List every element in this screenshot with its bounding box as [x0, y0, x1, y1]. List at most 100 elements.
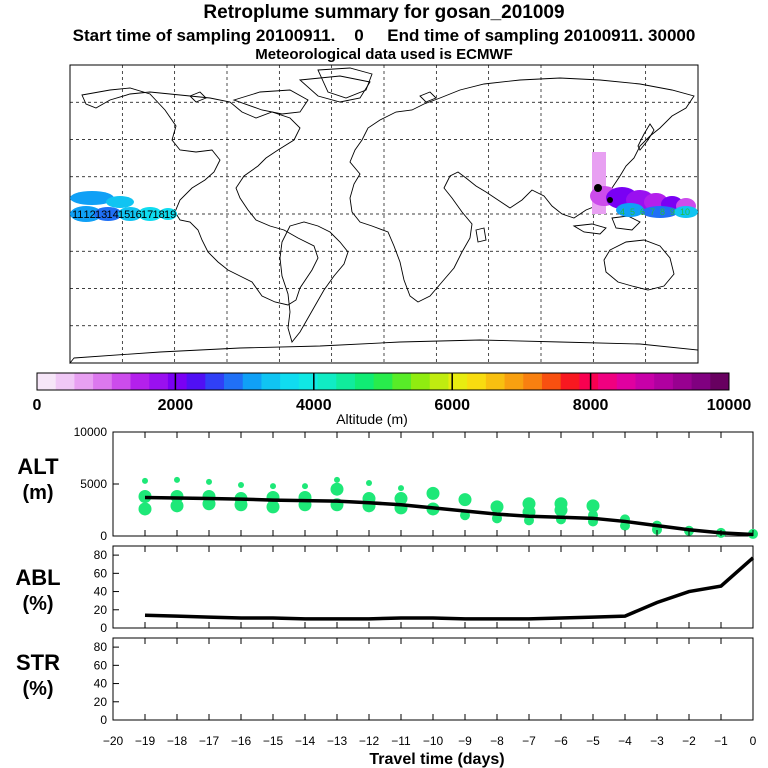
str-label: STR	[16, 650, 60, 675]
colorbar-swatch	[710, 373, 730, 390]
y-tick-label: 5000	[80, 477, 107, 491]
abl-y-ticks: 0 20 40 60 80	[94, 548, 119, 635]
plume-day-label: 10	[680, 207, 690, 217]
plume-marker	[642, 206, 678, 218]
colorbar-swatch	[111, 373, 131, 390]
colorbar-swatch	[691, 373, 711, 390]
y-tick-label: 80	[94, 548, 108, 562]
colorbar-swatch	[467, 373, 487, 390]
plume-marker	[159, 208, 177, 220]
colorbar-swatch	[93, 373, 113, 390]
colorbar-swatch	[37, 373, 57, 390]
x-tick-label: −8	[490, 734, 504, 748]
colorbar-swatch	[392, 373, 412, 390]
colorbar-swatch	[560, 373, 580, 390]
x-tick-label: −2	[682, 734, 696, 748]
plume-day-label: 12	[84, 209, 96, 221]
plume-day-label: 14	[107, 209, 119, 221]
world-map-panel: 4 5 6 7 8 9 10 11 12 13 14 15 16 17 18 19	[69, 64, 699, 364]
alt-mean-line	[144, 495, 754, 537]
x-tick-label: −10	[423, 734, 444, 748]
met-data-note: Meteorological data used is ECMWF	[255, 46, 513, 63]
colorbar-tick-labels: 0 2000 4000 6000 8000 10000	[33, 373, 752, 414]
colorbar-swatch	[504, 373, 524, 390]
colorbar-swatch	[354, 373, 375, 390]
abl-label: ABL	[15, 565, 60, 590]
colorbar-tick-label: 0	[33, 397, 42, 414]
abl-unit: (%)	[22, 593, 53, 615]
plume-marker	[106, 196, 134, 208]
alt-y-ticks: 0 5000 10000	[74, 425, 119, 543]
colorbar-swatch	[616, 373, 636, 390]
alt-cluster-point	[330, 482, 344, 496]
x-tick-label: −16	[231, 734, 252, 748]
colorbar-tick-label: 4000	[296, 397, 332, 414]
travel-time-x-ticks: −20 −19 −18 −17 −16 −15 −14 −13 −12 −11 −10 −9 −8 −7−…	[103, 432, 757, 748]
str-panel-frame	[112, 637, 754, 721]
plume-day-label: 5	[630, 207, 635, 217]
colorbar-swatch	[74, 373, 94, 390]
y-tick-label: 0	[100, 713, 107, 727]
plume-day-label: 13	[95, 209, 107, 221]
alt-cluster-point	[398, 485, 404, 492]
colorbar-tick-label: 10000	[707, 397, 752, 414]
colorbar-swatch	[149, 373, 169, 390]
colorbar-swatch	[55, 373, 75, 390]
alt-cluster-point	[266, 500, 280, 514]
colorbar-tick-label: 6000	[434, 397, 470, 414]
plume-day-label: 18	[153, 209, 165, 221]
colorbar-swatch	[186, 373, 206, 390]
alt-cluster-point	[170, 499, 184, 513]
colorbar-swatch	[373, 373, 393, 390]
alt-cluster-point	[458, 493, 472, 507]
colorbar-swatch	[224, 373, 244, 390]
x-tick-label: −7	[522, 734, 536, 748]
y-tick-label: 40	[94, 677, 108, 691]
plume-marker	[70, 191, 114, 205]
x-tick-label: −14	[295, 734, 316, 748]
colorbar-swatch	[317, 373, 337, 390]
plume-day-label: 11	[72, 209, 83, 221]
plume-marker	[607, 197, 613, 203]
y-tick-label: 40	[94, 585, 108, 599]
str-y-ticks: 0 20 40 60 80	[94, 640, 119, 727]
plume-day-label: 17	[141, 209, 153, 221]
alt-cluster-point	[234, 498, 248, 512]
plume-markers-west: 11 12 13 14 15 16 17 18 19	[70, 191, 177, 222]
x-tick-label: 0	[750, 734, 757, 748]
x-tick-label: −11	[391, 734, 411, 748]
alt-cluster-point	[174, 476, 180, 483]
x-axis-label: Travel time (days)	[369, 751, 504, 768]
colorbar-axis-label: Altitude (m)	[336, 411, 408, 427]
alt-cluster-point	[138, 502, 152, 516]
plume-day-label: 15	[118, 209, 130, 221]
colorbar-swatch	[485, 373, 505, 390]
alt-cluster-point	[238, 482, 244, 489]
colorbar-swatch	[261, 373, 281, 390]
colorbar-swatch	[672, 373, 692, 390]
x-tick-label: −19	[135, 734, 156, 748]
y-tick-label: 0	[100, 529, 107, 543]
x-tick-label: −12	[359, 734, 380, 748]
alt-cluster-point	[138, 489, 152, 503]
y-tick-label: 60	[94, 566, 108, 580]
colorbar-swatch	[205, 373, 225, 390]
colorbar-swatch	[654, 373, 674, 390]
colorbar-tick-label: 8000	[573, 397, 609, 414]
x-tick-label: −6	[554, 734, 568, 748]
alt-cluster-point	[554, 503, 568, 517]
plume-day-label: 7	[650, 207, 655, 217]
colorbar-swatch	[579, 373, 599, 390]
plume-markers-east: 4 5 6 7 8 9 10	[590, 152, 698, 218]
alt-cluster-point	[366, 479, 372, 486]
x-tick-label: −15	[263, 734, 284, 748]
alt-cluster-point	[302, 483, 308, 490]
alt-unit: (m)	[22, 482, 53, 504]
x-tick-label: −13	[327, 734, 348, 748]
plume-day-labels-west: 11 12 13 14 15 16 17 18 19	[72, 209, 176, 221]
x-tick-label: −20	[103, 734, 124, 748]
alt-cluster-point	[586, 499, 600, 513]
alt-cluster-point	[206, 478, 212, 485]
plume-day-label: 19	[164, 209, 176, 221]
